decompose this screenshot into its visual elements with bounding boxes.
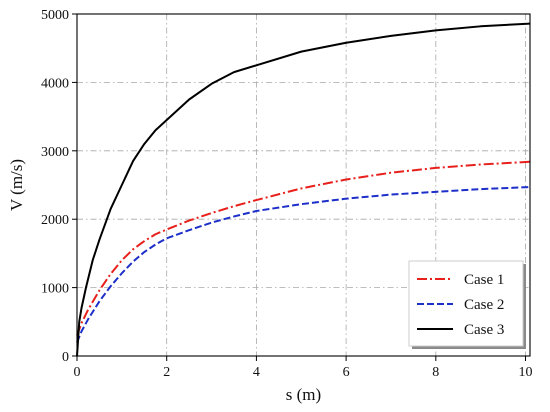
legend-label-case-3: Case 3 (464, 322, 504, 338)
legend-items: Case 1 Case 2 Case 3 (417, 272, 504, 338)
legend-label-case-2: Case 2 (464, 297, 504, 313)
plot-area-frame (76, 13, 531, 357)
x-tick-label: 2 (163, 365, 170, 380)
x-tick-label: 0 (74, 365, 81, 380)
series-group (76, 22, 531, 357)
y-tick-label: 3000 (41, 145, 69, 160)
series-line-case-1 (76, 160, 531, 336)
axis-ticks: 0 2 4 6 8 10 0 1000 2000 3000 4000 5000 (41, 8, 533, 380)
y-tick-label: 0 (62, 350, 69, 365)
x-tick-label: 8 (432, 365, 439, 380)
series-line-case-2 (76, 186, 531, 343)
y-tick-label: 1000 (41, 282, 69, 297)
x-tick-label: 4 (253, 365, 260, 380)
x-axis-title: s (m) (286, 385, 321, 404)
series-line-case-3 (76, 22, 531, 357)
x-tick-label: 6 (343, 365, 350, 380)
y-tick-label: 5000 (41, 8, 69, 23)
y-tick-label: 4000 (41, 76, 69, 91)
x-tick-label: 10 (519, 365, 533, 380)
y-tick-label: 2000 (41, 213, 69, 228)
y-axis-title: V (m/s) (7, 159, 26, 211)
legend: Case 1 Case 2 Case 3 (408, 260, 526, 349)
legend-label-case-1: Case 1 (464, 272, 504, 288)
grid (77, 14, 530, 356)
